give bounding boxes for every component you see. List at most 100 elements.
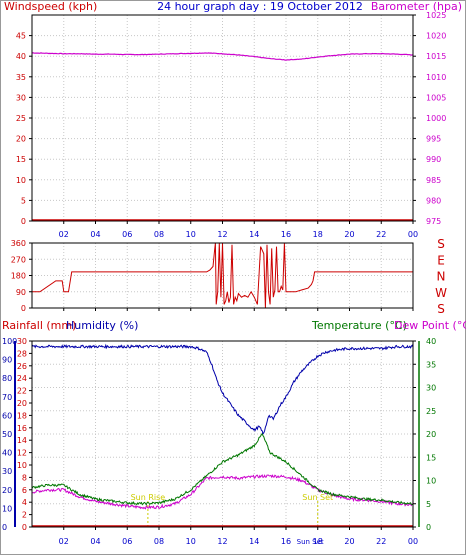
humidity-tick-label: 10 bbox=[2, 504, 12, 513]
humidity-tick-label: 80 bbox=[2, 374, 12, 383]
panel3-x-tick-label: 18 bbox=[313, 537, 323, 546]
windspeed-tick-label: 15 bbox=[16, 155, 26, 164]
panel1-x-tick-label: 12 bbox=[217, 230, 227, 239]
barometer-tick-label: 1010 bbox=[426, 73, 446, 82]
temperature-tick-label: 5 bbox=[426, 500, 431, 509]
barometer-tick-label: 1015 bbox=[426, 52, 446, 61]
windspeed-tick-label: 0 bbox=[21, 217, 26, 226]
panel1-x-tick-label: 00 bbox=[408, 230, 418, 239]
windspeed-tick-label: 10 bbox=[16, 176, 26, 185]
humidity-tick-label: 70 bbox=[2, 393, 12, 402]
panel1-x-tick-label: 06 bbox=[122, 230, 132, 239]
rainfall-tick-label: 18 bbox=[17, 411, 27, 420]
panel3-x-tick-label: 10 bbox=[186, 537, 196, 546]
wind-direction-tick-label: 90 bbox=[16, 288, 26, 297]
panel3-x-tick-label: 02 bbox=[59, 537, 69, 546]
rainfall-tick-label: 28 bbox=[17, 349, 27, 358]
panel1-x-tick-label: 14 bbox=[249, 230, 259, 239]
panel3-x-tick-label: 04 bbox=[90, 537, 100, 546]
rainfall-tick-label: 14 bbox=[17, 436, 27, 445]
panel1-x-tick-label: 02 bbox=[59, 230, 69, 239]
panel1-x-tick-label: 18 bbox=[313, 230, 323, 239]
sunset-axis-label: Sun Set bbox=[297, 538, 324, 546]
wind-direction-tick-label: 0 bbox=[21, 304, 26, 313]
panel3-x-tick-label: 12 bbox=[217, 537, 227, 546]
compass-label: S bbox=[437, 302, 445, 316]
rainfall-tick-label: 16 bbox=[17, 424, 27, 433]
rainfall-tick-label: 30 bbox=[17, 337, 27, 346]
panel1-x-tick-label: 16 bbox=[281, 230, 291, 239]
rainfall-label: Rainfall (mm) bbox=[2, 319, 76, 332]
barometer-tick-label: 995 bbox=[426, 135, 441, 144]
compass-label: W bbox=[435, 286, 447, 300]
sunset-label: Sun Set bbox=[302, 493, 333, 502]
temperature-tick-label: 40 bbox=[426, 337, 436, 346]
barometer-label: Barometer (hpa) bbox=[371, 0, 462, 13]
wind-direction-series bbox=[32, 242, 413, 309]
rainfall-tick-label: 24 bbox=[17, 374, 27, 383]
panel1-x-tick-label: 04 bbox=[90, 230, 100, 239]
rainfall-tick-label: 8 bbox=[22, 473, 27, 482]
temperature-tick-label: 0 bbox=[426, 523, 431, 532]
humidity-tick-label: 90 bbox=[2, 356, 12, 365]
rainfall-tick-label: 12 bbox=[17, 449, 27, 458]
humidity-tick-label: 40 bbox=[2, 449, 12, 458]
humidity-tick-label: 20 bbox=[2, 486, 12, 495]
barometer-tick-label: 980 bbox=[426, 196, 441, 205]
humidity-tick-label: 30 bbox=[2, 467, 12, 476]
humidity-series bbox=[31, 343, 414, 435]
rainfall-tick-label: 6 bbox=[22, 486, 27, 495]
compass-label: S bbox=[437, 237, 445, 251]
rainfall-tick-label: 2 bbox=[22, 511, 27, 520]
dewpoint-series bbox=[31, 474, 414, 510]
temperature-tick-label: 30 bbox=[426, 384, 436, 393]
temperature-tick-label: 10 bbox=[426, 477, 436, 486]
humidity-label: Humidity (%) bbox=[66, 319, 138, 332]
rainfall-tick-label: 26 bbox=[17, 362, 27, 371]
chart-title: 24 hour graph day : 19 October 2012 bbox=[157, 0, 363, 13]
windspeed-label: Windspeed (kph) bbox=[4, 0, 97, 13]
barometer-tick-label: 1005 bbox=[426, 93, 446, 102]
windspeed-tick-label: 35 bbox=[16, 73, 26, 82]
wind-direction-tick-label: 270 bbox=[11, 255, 26, 264]
rainfall-tick-label: 0 bbox=[22, 523, 27, 532]
rainfall-tick-label: 20 bbox=[17, 399, 27, 408]
compass-label: E bbox=[437, 253, 445, 267]
windspeed-tick-label: 5 bbox=[21, 196, 26, 205]
wind-direction-tick-label: 360 bbox=[11, 239, 26, 248]
barometer-tick-label: 1020 bbox=[426, 32, 446, 41]
temperature-label: Temperature (°C) bbox=[311, 319, 407, 332]
humidity-tick-label: 60 bbox=[2, 411, 12, 420]
windspeed-tick-label: 20 bbox=[16, 135, 26, 144]
barometer-tick-label: 1000 bbox=[426, 114, 446, 123]
windspeed-tick-label: 45 bbox=[16, 32, 26, 41]
temperature-tick-label: 20 bbox=[426, 430, 436, 439]
barometer-tick-label: 990 bbox=[426, 155, 441, 164]
panel3-x-tick-label: 20 bbox=[344, 537, 354, 546]
temperature-tick-label: 25 bbox=[426, 407, 436, 416]
sunrise-label: Sun Rise bbox=[131, 493, 166, 502]
barometer-tick-label: 985 bbox=[426, 176, 441, 185]
panel1-x-tick-label: 10 bbox=[186, 230, 196, 239]
barometer-series bbox=[32, 52, 414, 61]
rainfall-tick-label: 4 bbox=[22, 498, 27, 507]
temperature-tick-label: 15 bbox=[426, 453, 436, 462]
rainfall-tick-label: 22 bbox=[17, 387, 27, 396]
panel1-x-tick-label: 22 bbox=[376, 230, 386, 239]
panel3-x-tick-label: 08 bbox=[154, 537, 164, 546]
panel3-x-tick-label: 22 bbox=[376, 537, 386, 546]
panel1-x-tick-label: 20 bbox=[344, 230, 354, 239]
windspeed-tick-label: 30 bbox=[16, 93, 26, 102]
panel3-x-tick-label: 14 bbox=[249, 537, 259, 546]
temperature-series bbox=[31, 432, 414, 506]
rainfall-tick-label: 10 bbox=[17, 461, 27, 470]
barometer-tick-label: 1025 bbox=[426, 11, 446, 20]
temperature-tick-label: 35 bbox=[426, 360, 436, 369]
panel3-x-tick-label: 06 bbox=[122, 537, 132, 546]
panel3-x-tick-label: 00 bbox=[408, 537, 418, 546]
dewpoint-label: Dew Point (°C) bbox=[394, 319, 466, 332]
panel1-x-tick-label: 08 bbox=[154, 230, 164, 239]
humidity-tick-label: 50 bbox=[2, 430, 12, 439]
compass-label: N bbox=[437, 270, 446, 284]
